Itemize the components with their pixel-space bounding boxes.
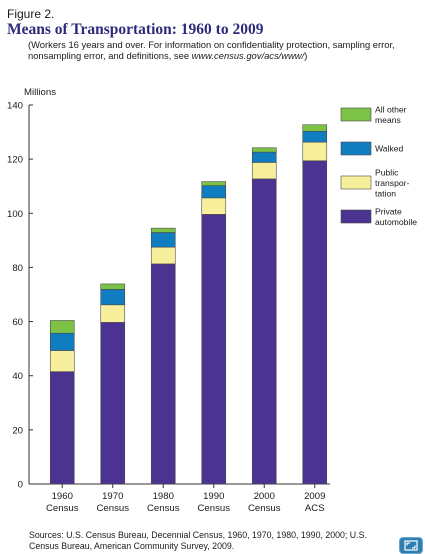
bar-segment: [251, 147, 277, 153]
sources-note: Sources: U.S. Census Bureau, Decennial C…: [29, 530, 367, 551]
bar-segment: [302, 160, 328, 485]
bar-segment: [302, 141, 328, 162]
x-category-sublabel: Census: [248, 503, 281, 514]
x-category-label: 1970: [102, 491, 123, 502]
y-tick-label: 60: [12, 317, 23, 328]
legend-label: Walked: [375, 144, 404, 154]
bar-segment: [100, 283, 126, 290]
bars: [49, 124, 328, 485]
chart-subtitle: (Workers 16 years and over. For informat…: [28, 39, 418, 62]
x-category-sublabel: Census: [197, 503, 230, 514]
subtitle-end: ): [304, 50, 308, 62]
bar-segment: [49, 371, 75, 485]
y-tick-label: 100: [7, 209, 23, 220]
y-tick-label: 80: [12, 263, 23, 274]
bar-segment: [201, 185, 227, 199]
bar-segment: [150, 232, 176, 248]
subtitle-text: (Workers 16 years and over. For informat…: [28, 39, 395, 62]
x-category-label: 2000: [254, 491, 275, 502]
y-tick-label: 120: [7, 155, 23, 166]
bar-segment: [100, 322, 126, 485]
x-category-sublabel: Census: [147, 503, 180, 514]
legend-swatch: [340, 175, 372, 190]
y-tick-label: 0: [18, 480, 23, 491]
legend-label: means: [375, 115, 401, 125]
chart-title: Means of Transportation: 1960 to 2009: [7, 21, 264, 38]
bar-segment: [302, 124, 328, 132]
x-category-sublabel: Census: [46, 503, 79, 514]
x-category-label: 2009: [304, 491, 325, 502]
expand-button[interactable]: [399, 537, 423, 554]
x-category-label: 1980: [153, 491, 174, 502]
x-category-label: 1990: [203, 491, 224, 502]
legend-swatch: [340, 141, 372, 156]
bar-segment: [49, 350, 75, 372]
bar-segment: [100, 289, 126, 306]
bar-segment: [150, 246, 176, 265]
expand-icon: [404, 540, 418, 551]
stacked-bar-chart: Millions 0204060801001201401960Census197…: [7, 87, 417, 514]
legend-label: Private: [375, 207, 402, 217]
figure-label: Figure 2.: [7, 7, 55, 21]
bar-segment: [150, 227, 176, 233]
subtitle-url: www.census.gov/acs/www/: [191, 50, 305, 62]
y-tick-label: 140: [7, 101, 23, 112]
y-tick-label: 40: [12, 371, 23, 382]
legend-label: transpor-: [375, 178, 410, 188]
legend-label: automobile: [375, 217, 417, 227]
bar-segment: [100, 304, 126, 323]
x-category-sublabel: Census: [96, 503, 129, 514]
x-category-label: 1960: [52, 491, 73, 502]
bar-segment: [201, 214, 227, 485]
axes: 0204060801001201401960Census1970Census19…: [7, 101, 330, 514]
y-axis-unit-label: Millions: [24, 87, 56, 98]
y-tick-label: 20: [12, 425, 23, 436]
legend-label: tation: [375, 189, 396, 199]
bar-segment: [49, 320, 75, 334]
bar-segment: [302, 130, 328, 143]
bar-segment: [251, 178, 277, 485]
legend-label: All other: [375, 105, 407, 115]
bar-segment: [49, 332, 75, 351]
legend-label: Public: [375, 168, 399, 178]
legend-swatch: [340, 209, 372, 224]
x-category-sublabel: ACS: [305, 503, 325, 514]
bar-segment: [201, 181, 227, 186]
bar-segment: [251, 162, 277, 180]
legend-swatch: [340, 107, 372, 122]
bar-segment: [251, 151, 277, 163]
bar-segment: [201, 197, 227, 215]
bar-segment: [150, 263, 176, 485]
